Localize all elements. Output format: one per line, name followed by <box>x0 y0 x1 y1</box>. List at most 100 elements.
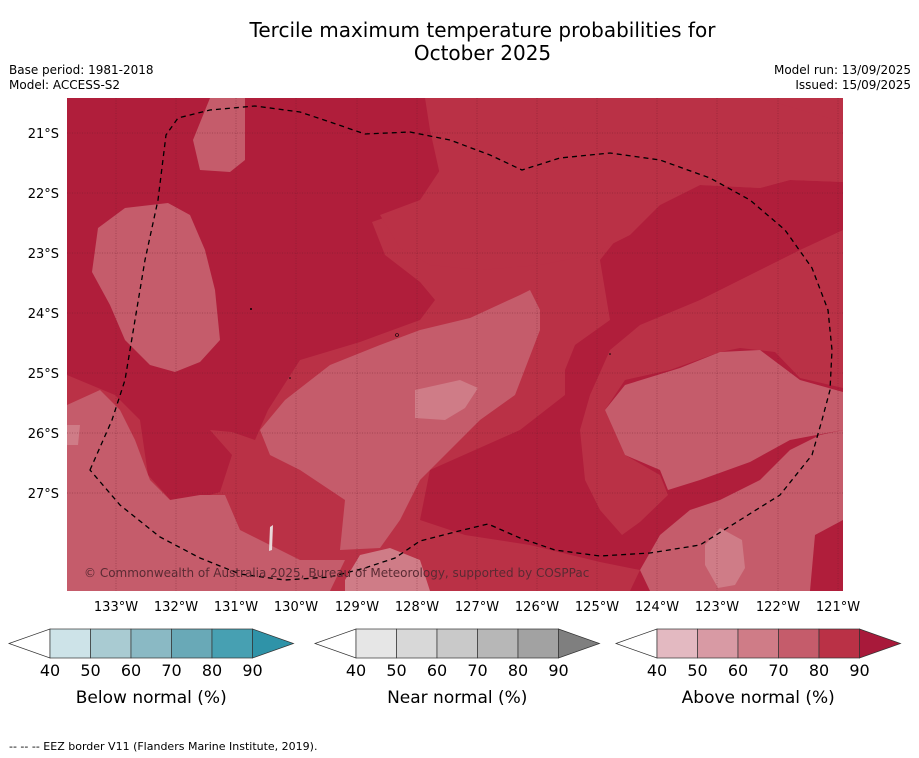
lon-label: 127°W <box>455 600 499 615</box>
legend-swatch <box>396 628 438 659</box>
field-90-west <box>67 98 440 505</box>
longitude-labels: 133°W 132°W 131°W 130°W 129°W 128°W 127°W 126°W… <box>94 600 860 615</box>
copyright-notice: © Commonwealth of Australia 2025, Bureau… <box>84 566 589 580</box>
meta-left: Base period: 1981-2018 Model: ACCESS-S2 <box>9 63 154 93</box>
map-figure: © Commonwealth of Australia 2025, Bureau… <box>7 98 902 708</box>
legend-max-arrow <box>558 628 601 659</box>
lat-label: 21°S <box>28 127 59 142</box>
legend-tick: 60 <box>728 661 748 680</box>
title-line-2: October 2025 <box>413 41 552 65</box>
island <box>289 377 291 379</box>
eez-footnote: -- -- -- EEZ border V11 (Flanders Marine… <box>9 740 318 753</box>
lat-label: 25°S <box>28 367 59 382</box>
legend-tick: 50 <box>386 661 406 680</box>
legend-min-arrow <box>7 628 51 659</box>
probability-field <box>67 98 843 591</box>
field-70-north <box>193 98 245 172</box>
lat-label: 27°S <box>28 487 59 502</box>
legend-title: Near normal (%) <box>387 688 527 708</box>
legend-below-normal: 40 50 60 70 80 90 Below normal (%) <box>7 628 295 708</box>
field-80-ne <box>380 98 843 270</box>
field-80-dot <box>562 122 580 133</box>
legend-max-arrow <box>859 628 902 659</box>
legend-swatch <box>818 628 860 659</box>
lon-label: 125°W <box>575 600 619 615</box>
legend-swatch <box>477 628 519 659</box>
lon-label: 124°W <box>635 600 679 615</box>
legend-swatch <box>436 628 478 659</box>
lat-label: 26°S <box>28 427 59 442</box>
field-60-streak <box>269 525 273 551</box>
legend-swatch <box>355 628 397 659</box>
legend-swatch <box>778 628 820 659</box>
island <box>609 353 611 355</box>
field-70-east-2 <box>605 350 843 490</box>
field-60-centre <box>415 380 478 420</box>
legend-tick: 40 <box>346 661 366 680</box>
meta-right: Model run: 13/09/2025 Issued: 15/09/2025 <box>774 63 911 93</box>
legend-swatch <box>517 628 559 659</box>
island <box>250 308 252 310</box>
lat-label: 22°S <box>28 187 59 202</box>
base-period: Base period: 1981-2018 <box>9 63 154 77</box>
field-70-centre <box>260 290 540 550</box>
legend-tick: 40 <box>647 661 667 680</box>
legend-above-normal: 40 50 60 70 80 90 Above normal (%) <box>614 628 902 708</box>
legend-swatch <box>211 628 253 659</box>
legend-tick: 50 <box>80 661 100 680</box>
lon-label: 133°W <box>94 600 138 615</box>
latitude-labels: 21°S 22°S 23°S 24°S 25°S 26°S 27°S <box>28 127 59 502</box>
lon-label: 121°W <box>816 600 860 615</box>
lat-label: 23°S <box>28 247 59 262</box>
model-name: Model: ACCESS-S2 <box>9 78 121 92</box>
lon-label: 129°W <box>335 600 379 615</box>
legend-min-arrow <box>313 628 357 659</box>
graticule <box>67 98 843 591</box>
legend-swatch <box>737 628 779 659</box>
legend-tick: 90 <box>548 661 568 680</box>
lon-label: 122°W <box>756 600 800 615</box>
legend-swatch <box>130 628 172 659</box>
lat-label: 24°S <box>28 307 59 322</box>
legend-title: Below normal (%) <box>76 688 227 708</box>
map-title: Tercile maximum temperature probabilitie… <box>0 19 919 65</box>
legend-tick: 80 <box>809 661 829 680</box>
field-60-southeast <box>705 528 745 588</box>
field-90-east-strip <box>810 520 843 591</box>
issued-date: Issued: 15/09/2025 <box>795 78 911 92</box>
lon-label: 123°W <box>695 600 739 615</box>
field-70-southwest <box>67 390 345 591</box>
legend-tick: 70 <box>161 661 181 680</box>
legend-swatch <box>171 628 213 659</box>
legend-near-normal: 40 50 60 70 80 90 Near normal (%) <box>313 628 601 708</box>
legend-title: Above normal (%) <box>682 688 835 708</box>
legend-tick: 80 <box>202 661 222 680</box>
legend-swatch <box>697 628 739 659</box>
legend-max-arrow <box>252 628 295 659</box>
legend-tick: 60 <box>427 661 447 680</box>
field-70-east <box>640 430 843 591</box>
legend-tick: 70 <box>768 661 788 680</box>
legend-tick: 70 <box>467 661 487 680</box>
legend-tick: 60 <box>121 661 141 680</box>
legend-tick: 90 <box>849 661 869 680</box>
lon-label: 132°W <box>154 600 198 615</box>
lon-label: 126°W <box>515 600 559 615</box>
title-line-1: Tercile maximum temperature probabilitie… <box>249 18 716 42</box>
field-60-west-edge <box>67 425 80 445</box>
lon-label: 128°W <box>395 600 439 615</box>
lon-label: 131°W <box>214 600 258 615</box>
legend-swatch <box>90 628 132 659</box>
legend-swatch <box>49 628 91 659</box>
field-70-west <box>92 203 220 372</box>
legend-tick: 90 <box>242 661 262 680</box>
lon-label: 130°W <box>274 600 318 615</box>
legend-tick: 80 <box>508 661 528 680</box>
legend-tick: 40 <box>40 661 60 680</box>
field-60-south <box>345 548 430 591</box>
legend-swatch <box>656 628 698 659</box>
model-run: Model run: 13/09/2025 <box>773 63 911 77</box>
legend-tick: 50 <box>687 661 707 680</box>
island <box>395 333 399 337</box>
legend-min-arrow <box>614 628 658 659</box>
